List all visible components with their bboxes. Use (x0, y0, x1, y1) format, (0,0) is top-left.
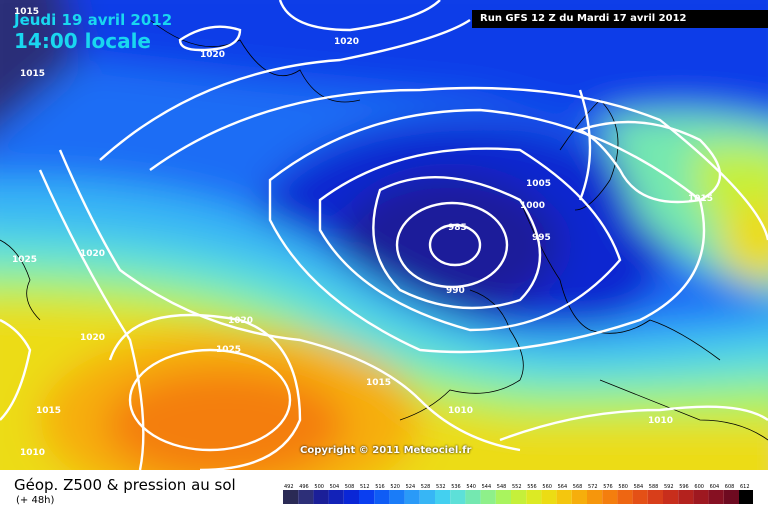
legend-colour-swatch (693, 490, 709, 504)
legend-colour-swatch (678, 490, 694, 504)
z500-colour-field (0, 0, 768, 470)
forecast-date: Jeudi 19 avril 2012 (14, 11, 173, 29)
legend-value-label: 568 (573, 484, 583, 490)
legend-colour-swatch (556, 490, 572, 504)
legend-colour-swatch (647, 490, 663, 504)
legend-value-label: 596 (679, 484, 689, 490)
legend-colour-swatch (571, 490, 587, 504)
legend-colour-swatch (313, 490, 329, 504)
isobar-label: 990 (446, 286, 465, 296)
isobar-label: 1015 (36, 406, 61, 416)
forecast-time-block: Jeudi 19 avril 2012 14:00 locale (14, 12, 172, 54)
isobar-lines (0, 0, 768, 470)
legend-colour-swatch (419, 490, 435, 504)
legend-colour-swatch (602, 490, 618, 504)
legend-colour-swatch (298, 490, 314, 504)
isobar-label: 1020 (228, 316, 253, 326)
legend-value-label: 576 (603, 484, 613, 490)
legend-value-label: 508 (345, 484, 355, 490)
legend-value-label: 572 (588, 484, 598, 490)
legend-value-label: 588 (649, 484, 659, 490)
colour-legend: 492 496 500 504 508 512 516 520 524 528 532 536 540 5… (283, 484, 753, 504)
isobar-label: 1020 (80, 249, 105, 259)
geopotential-map: 1015 1015 1020 1020 1025 1020 1020 1020 … (0, 0, 768, 470)
isobar-label: 985 (448, 223, 467, 233)
legend-value-label: 552 (512, 484, 522, 490)
legend-value-label: 548 (497, 484, 507, 490)
map-caption: Géop. Z500 & pression au sol (14, 476, 236, 494)
legend-value-label: 564 (558, 484, 568, 490)
legend-value-label: 500 (314, 484, 324, 490)
legend-colour-swatch (495, 490, 511, 504)
legend-value-label: 524 (406, 484, 416, 490)
isobar-label: 1020 (80, 333, 105, 343)
legend-value-label: 544 (482, 484, 492, 490)
isobar-label: 1015 (20, 69, 45, 79)
legend-value-label: 556 (527, 484, 537, 490)
legend-colour-swatch (541, 490, 557, 504)
legend-value-label: 492 (284, 484, 294, 490)
copyright-notice: Copyright © 2011 Meteociel.fr (300, 445, 472, 456)
legend-value-label: 516 (375, 484, 385, 490)
legend-colour-swatch (374, 490, 390, 504)
isobar-labels: 1015 1015 1020 1020 1025 1020 1020 1020 … (12, 7, 713, 458)
model-run-banner: Run GFS 12 Z du Mardi 17 avril 2012 (472, 10, 768, 28)
legend-value-label: 612 (740, 484, 750, 490)
legend-value-label: 584 (634, 484, 644, 490)
legend-colour-swatch (526, 490, 542, 504)
isobar-label: 1005 (526, 179, 551, 189)
legend-colour-swatch (480, 490, 496, 504)
legend-value-label: 504 (330, 484, 340, 490)
isobar-label: 1025 (216, 345, 241, 355)
legend-colour-swatch (283, 490, 299, 504)
legend-colour-swatch (450, 490, 466, 504)
legend-value-label: 496 (299, 484, 309, 490)
legend-colour-swatch (343, 490, 359, 504)
legend-value-label: 520 (390, 484, 400, 490)
isobar-label: 995 (532, 233, 551, 243)
legend-colour-swatch (587, 490, 603, 504)
bottom-panel: Géop. Z500 & pression au sol (+ 48h) 492… (0, 470, 768, 512)
isobar-label: 1015 (366, 378, 391, 388)
forecast-hour: 14:00 locale (14, 29, 151, 53)
coastlines (0, 19, 768, 441)
legend-value-label: 540 (466, 484, 476, 490)
legend-value-label: 608 (725, 484, 735, 490)
isobar-label: 1010 (448, 406, 473, 416)
legend-value-label: 528 (421, 484, 431, 490)
isobar-label: 1020 (200, 50, 225, 60)
legend-colour-swatch (465, 490, 481, 504)
legend-colour-swatch (617, 490, 633, 504)
legend-colour-swatch (404, 490, 420, 504)
legend-colour-swatch (663, 490, 679, 504)
legend-colour-swatch (632, 490, 648, 504)
legend-value-label: 580 (618, 484, 628, 490)
isobar-label: 1010 (648, 416, 673, 426)
isobar-label: 1025 (12, 255, 37, 265)
legend-colour-swatch (511, 490, 527, 504)
legend-colour-swatch (359, 490, 375, 504)
legend-value-label: 532 (436, 484, 446, 490)
legend-value-label: 536 (451, 484, 461, 490)
legend-colour-swatch (389, 490, 405, 504)
legend-colour-swatch (739, 490, 753, 504)
isobar-label: 1015 (688, 194, 713, 204)
legend-value-label: 604 (710, 484, 720, 490)
isobar-label: 1000 (520, 201, 545, 211)
isobar-label: 1010 (20, 448, 45, 458)
legend-value-label: 512 (360, 484, 370, 490)
legend-value-label: 592 (664, 484, 674, 490)
legend-colour-swatch (708, 490, 724, 504)
forecast-offset: (+ 48h) (16, 495, 55, 506)
legend-value-label: 600 (694, 484, 704, 490)
legend-colour-swatch (328, 490, 344, 504)
legend-value-label: 560 (542, 484, 552, 490)
legend-colour-swatch (435, 490, 451, 504)
legend-colour-swatch (723, 490, 739, 504)
isobar-label: 1015 (14, 7, 39, 17)
isobar-label: 1020 (334, 37, 359, 47)
